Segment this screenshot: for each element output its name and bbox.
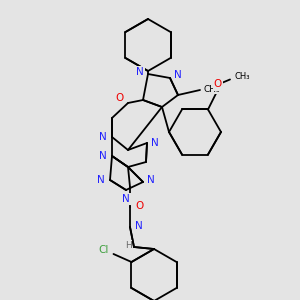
Text: Cl: Cl xyxy=(98,245,109,255)
Text: O: O xyxy=(214,80,222,89)
Text: O: O xyxy=(135,201,143,211)
Text: CH₃: CH₃ xyxy=(234,72,250,81)
Text: N: N xyxy=(147,175,155,185)
Text: N: N xyxy=(135,221,143,231)
Text: N: N xyxy=(174,70,182,80)
Text: N: N xyxy=(97,175,105,185)
Text: O: O xyxy=(116,93,124,103)
Text: CH₃: CH₃ xyxy=(204,85,220,94)
Text: H: H xyxy=(124,241,131,250)
Text: N: N xyxy=(99,132,107,142)
Text: N: N xyxy=(136,67,144,77)
Text: N: N xyxy=(151,138,159,148)
Text: N: N xyxy=(122,194,130,204)
Text: N: N xyxy=(99,151,107,161)
